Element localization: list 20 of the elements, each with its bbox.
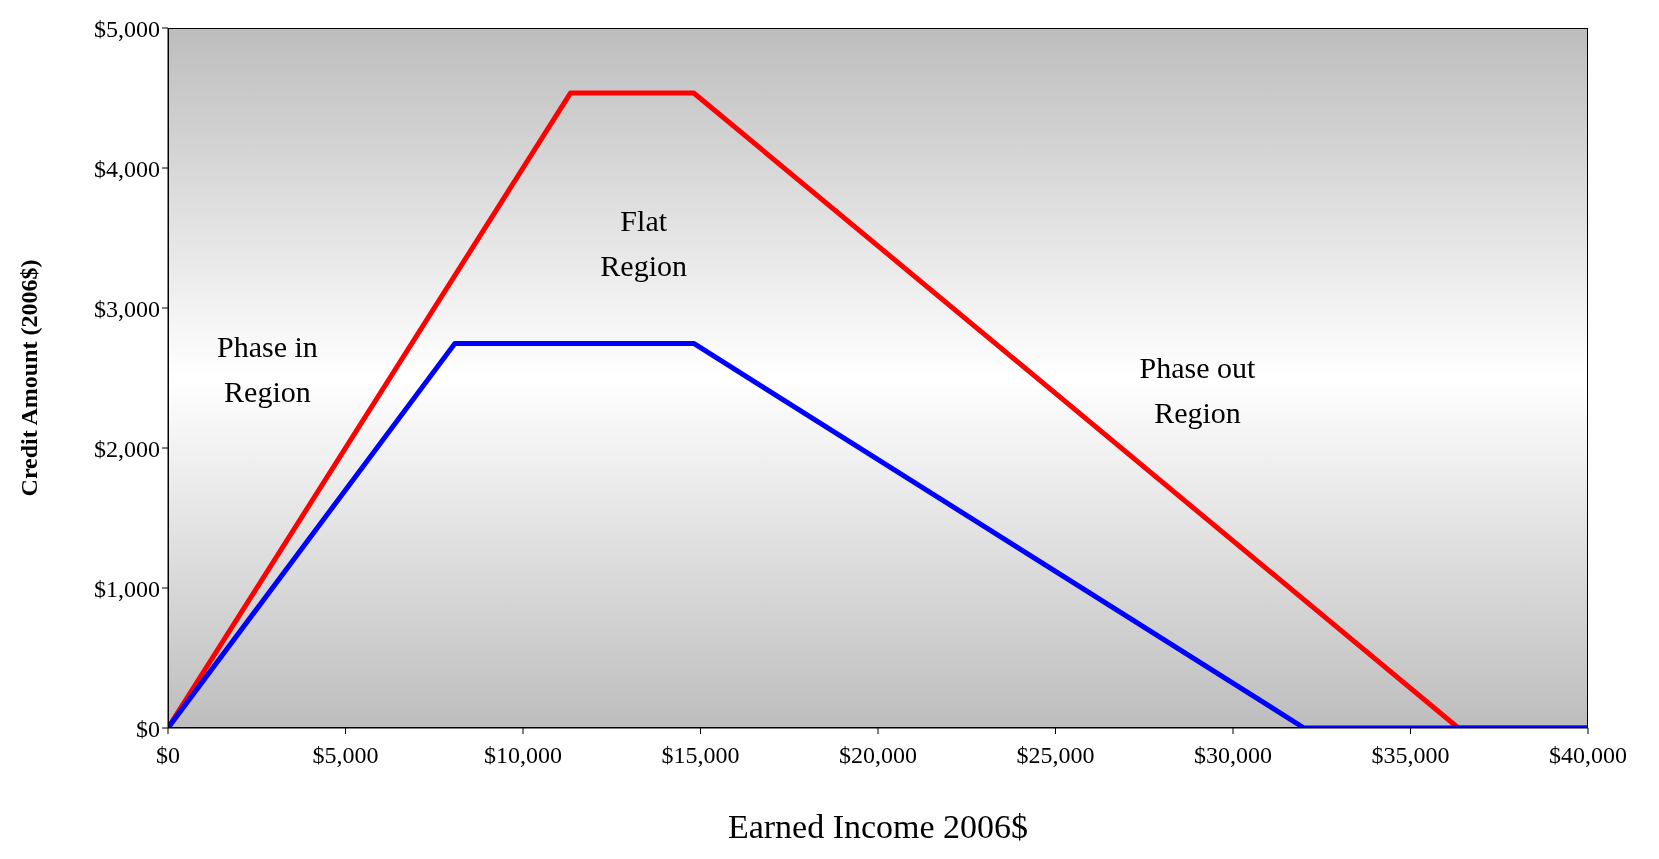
y-tick-label: $1,000	[94, 575, 160, 602]
x-tick-label: $30,000	[1194, 742, 1272, 769]
x-tick-label: $40,000	[1549, 742, 1627, 769]
x-tick-label: $5,000	[312, 742, 379, 769]
annotation: Flat Region	[600, 204, 688, 282]
y-tick-label: $0	[136, 715, 160, 742]
x-tick-label: $0	[156, 742, 180, 769]
y-axis-title: Credit Amount (2006$)	[15, 259, 42, 497]
y-tick-label: $4,000	[94, 155, 160, 182]
x-tick-label: $35,000	[1371, 742, 1450, 769]
x-tick-label: $15,000	[661, 742, 740, 769]
x-tick-label: $20,000	[839, 742, 917, 769]
y-tick-label: $3,000	[94, 295, 160, 322]
annotation: Phase in Region	[216, 330, 318, 408]
y-tick-label: $5,000	[94, 15, 160, 42]
x-axis-title: Earned Income 2006$	[727, 808, 1029, 845]
y-tick-label: $2,000	[94, 435, 160, 462]
annotation: Phase out Region	[1139, 351, 1257, 429]
x-tick-label: $25,000	[1016, 742, 1095, 769]
x-tick-label: $10,000	[484, 742, 562, 769]
